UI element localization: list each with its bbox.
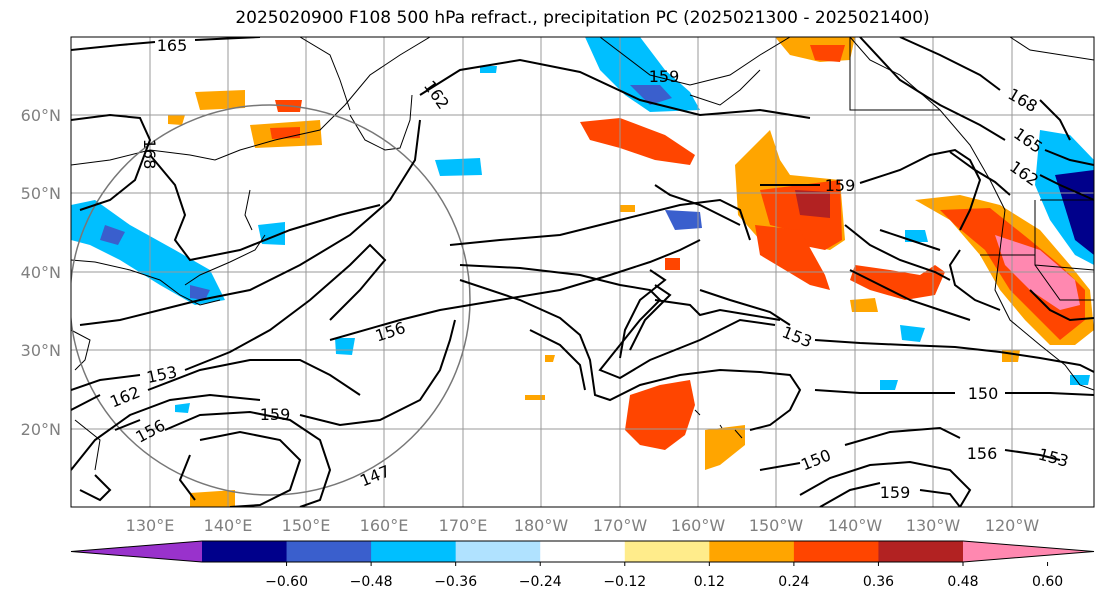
lat-label: 40°N (21, 263, 61, 282)
lat-label: 30°N (21, 341, 61, 360)
contour-label: 156 (967, 444, 998, 463)
lon-label: 150°E (282, 516, 331, 535)
colorbar-segment (709, 541, 795, 562)
lat-axis: 60°N 50°N 40°N 30°N 20°N (21, 106, 61, 439)
colorbar-outline (70, 540, 1095, 563)
lon-label: 160°W (671, 516, 726, 535)
contour-label: 159 (649, 67, 680, 86)
colorbar-extension-min (71, 541, 202, 562)
colorbar-tick-label: 0.12 (694, 574, 725, 590)
lon-label: 140°E (204, 516, 253, 535)
colorbar-segment (540, 541, 626, 562)
colorbar-tick-label: 0.60 (1032, 574, 1063, 590)
lon-label: 120°W (985, 516, 1040, 535)
lat-label: 20°N (21, 420, 61, 439)
contour-label: 165 (157, 36, 188, 55)
contour-label: 159 (880, 483, 911, 502)
contour-label: 150 (968, 384, 999, 403)
colorbar-segment (793, 541, 879, 562)
colorbar-tick-label: −0.48 (350, 574, 393, 590)
precip-negative-shading (71, 37, 1094, 413)
lon-label: 150°W (749, 516, 804, 535)
colorbar-segment (878, 541, 964, 562)
contour-label: 159 (260, 405, 291, 424)
lon-label: 160°E (360, 516, 409, 535)
contour-label: 159 (825, 176, 856, 195)
lon-label: 180°W (514, 516, 569, 535)
colorbar-tick-label: −0.24 (519, 574, 562, 590)
colorbar-extension-max (963, 541, 1094, 562)
colorbar-segment (624, 541, 710, 562)
colorbar-tick-label: 0.36 (863, 574, 894, 590)
colorbar-tick-label: 0.24 (778, 574, 809, 590)
radius-circle (71, 104, 471, 496)
lon-label: 130°E (126, 516, 175, 535)
lat-label: 60°N (21, 106, 61, 125)
lon-label: 130°W (906, 516, 961, 535)
colorbar-segment (455, 541, 541, 562)
colorbar-segment (371, 541, 457, 562)
colorbar-tick-label: 0.48 (947, 574, 978, 590)
lon-label: 170°W (593, 516, 648, 535)
contour-label: 168 (140, 139, 159, 170)
colorbar-tick-label: −0.12 (603, 574, 646, 590)
colorbar-segment (286, 541, 372, 562)
colorbar-segment (202, 541, 288, 562)
colorbar: −0.60 −0.48 −0.36 −0.24 −0.12 0.12 0.24 0.36 0.4… (70, 540, 1095, 590)
colorbar-tick-label: −0.60 (265, 574, 308, 590)
contours (71, 37, 1094, 507)
lon-axis: 130°E 140°E 150°E 160°E 170°E 180°W 170°… (126, 516, 1040, 535)
map-frame (70, 36, 1095, 508)
map-title: 2025020900 F108 500 hPa refract., precip… (235, 8, 930, 28)
lon-label: 170°E (439, 516, 488, 535)
colorbar-tick-label: −0.36 (434, 574, 477, 590)
lon-label: 140°W (828, 516, 883, 535)
lat-label: 50°N (21, 184, 61, 203)
map-area: 165 162 168 159 153 165 162 168 159 156 … (71, 36, 1094, 507)
